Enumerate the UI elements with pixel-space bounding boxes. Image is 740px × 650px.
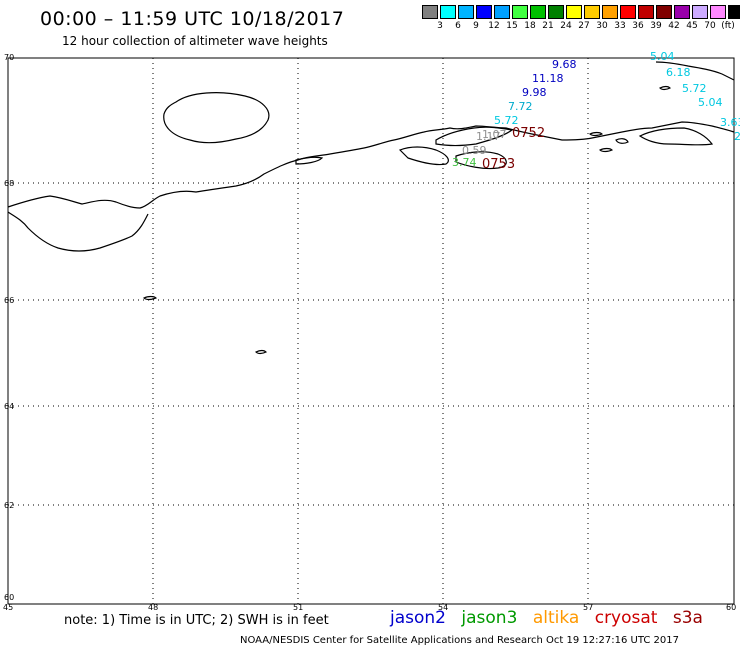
lon-label-48: 48 [148,603,158,612]
legend-swatch [620,5,636,19]
obs-value: 7.72 [508,100,533,113]
legend-swatches [422,5,740,19]
islet-group-4 [658,85,672,91]
obs-value: 5.04 [698,96,723,109]
lon-label-45: 45 [3,603,13,612]
sat-jason3: jason3 [461,608,518,628]
obs-value: 5.72 [682,82,707,95]
legend-label: 39 [650,21,662,31]
legend-label: 3 [437,21,443,31]
legend-label: 33 [614,21,626,31]
islet-group-3 [588,131,604,137]
map-title: 00:00 – 11:59 UTC 10/18/2017 [40,8,345,30]
legend-label: (ft) [721,21,735,31]
legend-label: 24 [560,21,572,31]
legend-swatch [692,5,708,19]
map-frame [7,57,735,605]
mainland-coast [7,121,735,209]
obs-value: 3.74 [452,156,477,169]
kolguev-island [163,92,270,144]
legend-label: 27 [578,21,590,31]
legend-label: 45 [686,21,698,31]
altimeter-observations: 9.68 11.18 9.98 7.72 5.72 1.07 1.17 0.59… [452,50,740,172]
legend-swatch [710,5,726,19]
vaygach-coast [655,61,735,81]
coastline [7,61,735,355]
legend-swatch [728,5,740,19]
legend-label: 6 [455,21,461,31]
obs-value: 1.17 [476,130,501,143]
mainland-bay [7,211,149,252]
legend-swatch [494,5,510,19]
legend-swatch [548,5,564,19]
lat-label-70: 70 [4,53,14,62]
island-east-2 [455,151,507,170]
lon-label-54: 54 [438,603,448,612]
legend-label: 36 [632,21,644,31]
obs-value: 9.98 [522,86,547,99]
obs-value: 9.68 [552,58,577,71]
obs-value: 5.04 [650,50,675,63]
lat-label-62: 62 [4,501,14,510]
yugorsky-coast [435,126,514,147]
obs-value: 5.72 [494,114,519,127]
sat-jason2: jason2 [390,608,446,628]
small-island-1 [142,295,158,301]
lon-label-51: 51 [293,603,303,612]
lon-label-60: 60 [726,603,736,612]
legend-label: 18 [524,21,536,31]
obs-value: 6.18 [666,66,691,79]
legend-label: 30 [596,21,608,31]
obs-value: 2 [734,130,740,143]
novaya-zemlya-tip [638,127,714,146]
legend-label: 15 [506,21,518,31]
sat-s3a: s3a [672,608,703,628]
obs-value: 1.07 [482,128,507,141]
legend-swatch [440,5,456,19]
lon-label-57: 57 [583,603,593,612]
legend-swatch [656,5,672,19]
island-east-1 [398,146,449,166]
map-subtitle: 12 hour collection of altimeter wave hei… [62,34,328,48]
legend-label: 42 [668,21,680,31]
credit-line: NOAA/NESDIS Center for Satellite Applica… [240,635,679,646]
lat-label-60: 60 [4,593,14,602]
legend-swatch [584,5,600,19]
lat-label-66: 66 [4,296,14,305]
legend-swatch [476,5,492,19]
legend-label: 70 [704,21,716,31]
legend-label: 9 [473,21,479,31]
lat-label-68: 68 [4,179,14,188]
islet-group-2 [598,147,614,153]
legend-swatch [512,5,528,19]
legend-swatch [566,5,582,19]
legend-swatch [674,5,690,19]
legend-labels: 3 6 9 12 15 18 21 24 27 30 33 36 39 42 45 70 (ft) [422,21,740,31]
legend-label: 12 [488,21,500,31]
legend-label: 21 [542,21,554,31]
obs-time: 0752 [512,126,545,141]
islet-group-1 [615,138,629,144]
sat-altika: altika [532,608,580,628]
obs-value: 3.63 [720,116,740,129]
obs-value: 11.18 [532,72,564,85]
obs-time: 0753 [482,157,515,172]
small-island-2 [254,349,268,355]
color-legend: 3 6 9 12 15 18 21 24 27 30 33 36 39 42 45 70 (ft) [422,5,740,31]
legend-swatch [638,5,654,19]
sat-cryosat: cryosat [594,608,658,628]
graticule [8,58,734,604]
obs-value: 0.59 [462,144,487,157]
legend-swatch [458,5,474,19]
lat-label-64: 64 [4,402,14,411]
legend-swatch [422,5,438,19]
footer-note: note: 1) Time is in UTC; 2) SWH is in fe… [64,613,329,628]
legend-swatch [530,5,546,19]
pechora-bay [295,156,324,165]
legend-swatch [602,5,618,19]
satellite-legend: jason2 jason3 altika cryosat s3a [390,608,713,628]
